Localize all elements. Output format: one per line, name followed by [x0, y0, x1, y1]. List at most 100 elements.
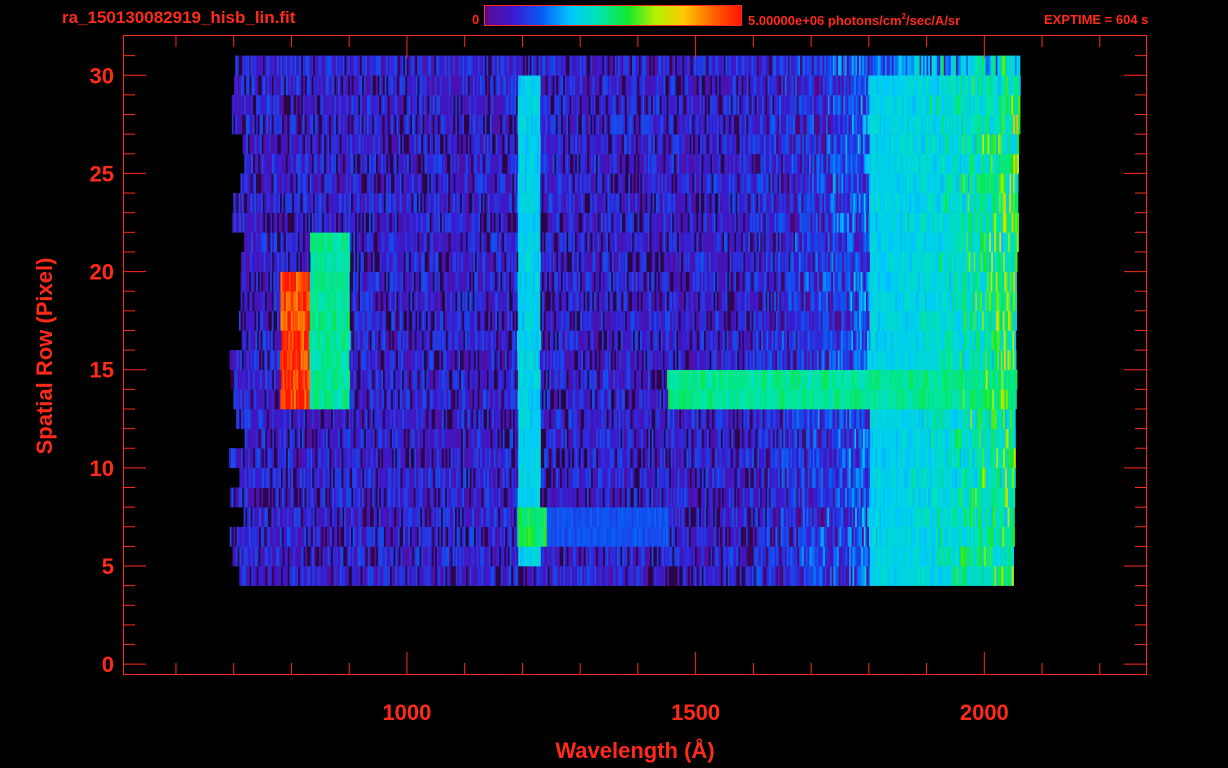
heatmap-cell	[468, 566, 470, 586]
heatmap-cell	[638, 468, 640, 488]
heatmap-cell	[458, 566, 460, 586]
heatmap-cell	[768, 409, 770, 429]
heatmap-cell	[711, 546, 713, 566]
heatmap-cell	[394, 448, 396, 468]
heatmap-cell	[998, 429, 1000, 449]
heatmap-cell	[756, 429, 758, 449]
heatmap-cell	[829, 507, 831, 527]
heatmap-cell	[591, 546, 593, 566]
heatmap-cell	[513, 370, 515, 390]
heatmap-cell	[743, 370, 745, 390]
heatmap-cell	[617, 468, 619, 488]
heatmap-cell	[536, 429, 538, 449]
heatmap-cell	[603, 546, 605, 566]
heatmap-cell	[568, 409, 570, 429]
heatmap-cell	[696, 488, 698, 508]
heatmap-cell	[907, 488, 909, 508]
heatmap-cell	[433, 488, 435, 508]
heatmap-cell	[958, 370, 960, 390]
heatmap-cell	[652, 566, 654, 586]
heatmap-cell	[726, 566, 728, 586]
heatmap-cell	[469, 527, 471, 547]
heatmap-cell	[417, 488, 419, 508]
heatmap-cell	[261, 488, 263, 508]
heatmap-cell	[960, 468, 962, 488]
heatmap-cell	[699, 527, 701, 547]
heatmap-cell	[324, 370, 326, 390]
heatmap-cell	[560, 566, 562, 586]
heatmap-cell	[288, 468, 290, 488]
heatmap-cell	[873, 370, 875, 390]
heatmap-cell	[988, 468, 990, 488]
heatmap-cell	[707, 409, 709, 429]
heatmap-cell	[704, 527, 706, 547]
heatmap-cell	[345, 448, 347, 468]
heatmap-cell	[576, 507, 578, 527]
heatmap-cell	[452, 546, 454, 566]
heatmap-cell	[775, 546, 777, 566]
heatmap-cell	[600, 409, 602, 429]
heatmap-cell	[630, 389, 632, 409]
heatmap-cell	[845, 389, 847, 409]
heatmap-cell	[645, 546, 647, 566]
heatmap-cell	[549, 370, 551, 390]
heatmap-cell	[316, 409, 318, 429]
heatmap-cell	[345, 370, 347, 390]
heatmap-cell	[533, 507, 535, 527]
heatmap-cell	[411, 448, 413, 468]
heatmap-cell	[991, 370, 993, 390]
heatmap-cell	[905, 546, 907, 566]
heatmap-cell	[560, 546, 562, 566]
heatmap-cell	[974, 546, 976, 566]
heatmap-cell	[747, 546, 749, 566]
heatmap-cell	[785, 546, 787, 566]
heatmap-cell	[443, 488, 445, 508]
heatmap-cell	[558, 468, 560, 488]
heatmap-cell	[773, 429, 775, 449]
heatmap-cell	[530, 488, 532, 508]
heatmap-cell	[436, 389, 438, 409]
heatmap-cell	[324, 389, 326, 409]
heatmap-cell	[571, 389, 573, 409]
heatmap-cell	[393, 527, 395, 547]
heatmap-cell	[581, 507, 583, 527]
heatmap-cell	[418, 429, 420, 449]
heatmap-cell	[995, 546, 997, 566]
heatmap-cell	[441, 389, 443, 409]
heatmap-cell	[461, 409, 463, 429]
heatmap-cell	[665, 409, 667, 429]
heatmap-cell	[727, 507, 729, 527]
heatmap-cell	[670, 488, 672, 508]
heatmap-cell	[949, 488, 951, 508]
heatmap-cell	[393, 389, 395, 409]
heatmap-cell	[563, 468, 565, 488]
heatmap-cell	[387, 527, 389, 547]
heatmap-cell	[342, 429, 344, 449]
heatmap-cell	[738, 370, 740, 390]
heatmap-cell	[946, 566, 948, 586]
heatmap-cell	[605, 429, 607, 449]
heatmap-cell	[582, 448, 584, 468]
heatmap-cell	[512, 507, 514, 527]
heatmap-cell	[405, 527, 407, 547]
heatmap-cell	[440, 546, 442, 566]
heatmap-cell	[672, 546, 674, 566]
heatmap-cell	[317, 546, 319, 566]
heatmap-cell	[717, 507, 719, 527]
heatmap-cell	[669, 370, 671, 390]
heatmap-cell	[603, 370, 605, 390]
heatmap-cell	[667, 546, 669, 566]
heatmap-cell	[1001, 370, 1003, 390]
heatmap-cell	[375, 429, 377, 449]
heatmap-cell	[296, 566, 298, 586]
heatmap-cell	[403, 389, 405, 409]
heatmap-cell	[1011, 389, 1013, 409]
heatmap-cell	[276, 448, 278, 468]
heatmap-cell	[674, 370, 676, 390]
heatmap-cell	[515, 468, 517, 488]
heatmap-cell	[974, 566, 976, 586]
heatmap-cell	[689, 527, 691, 547]
heatmap-cell	[368, 448, 370, 468]
heatmap-cell	[730, 429, 732, 449]
heatmap-cell	[1007, 448, 1009, 468]
